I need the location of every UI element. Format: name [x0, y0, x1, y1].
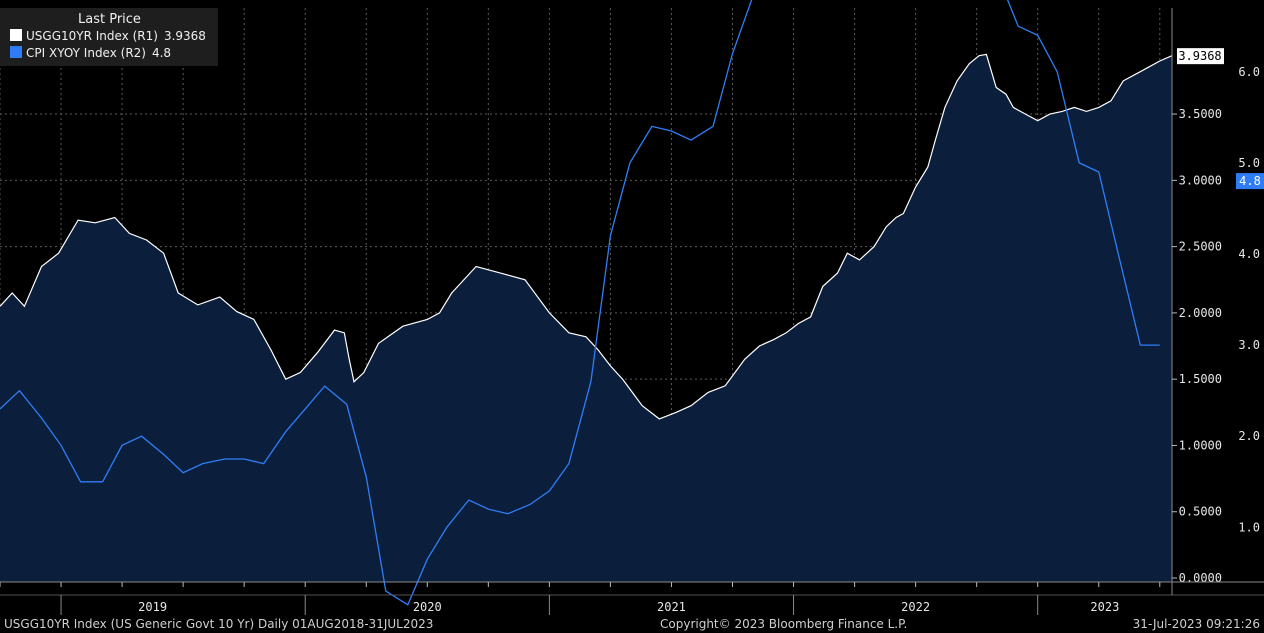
r1-last-price-label: 3.9368 [1178, 49, 1221, 63]
r2-tick-label: 5.0 [1238, 156, 1260, 170]
footer-copyright: Copyright© 2023 Bloomberg Finance L.P. [660, 617, 908, 631]
footer-security-description: USGG10YR Index (US Generic Govt 10 Yr) D… [4, 617, 434, 631]
r2-tick-label: 6.0 [1238, 65, 1260, 79]
r2-tick-label: 4.0 [1238, 247, 1260, 261]
footer-timestamp: 31-Jul-2023 09:21:26 [1132, 617, 1260, 631]
legend-entry-cpi[interactable]: CPI XYOY Index (R2) 4.8 [10, 46, 171, 60]
legend-entry-usgg10yr[interactable]: USGG10YR Index (R1) 3.9368 [10, 29, 206, 43]
yield-line-usgg10yr [0, 53, 1173, 420]
x-year-label: 2023 [1090, 600, 1119, 614]
x-year-label: 2021 [657, 600, 686, 614]
cpi-line-xyoy [0, 0, 1160, 606]
r1-last-price-badge [1177, 48, 1224, 65]
legend-label: USGG10YR Index (R1) [26, 29, 158, 43]
r1-tick-label: 0.5000 [1179, 505, 1222, 519]
r1-tick-label: 1.0000 [1179, 438, 1222, 452]
x-year-label: 2019 [138, 600, 167, 614]
legend-value: 3.9368 [163, 29, 206, 43]
r2-tick-label: 3.0 [1238, 338, 1260, 352]
r2-last-price-label: 4.8 [1239, 174, 1261, 188]
r1-tick-label: 3.0000 [1179, 173, 1222, 187]
r2-tick-label: 1.0 [1238, 520, 1260, 534]
legend-swatch-white [10, 29, 22, 41]
r1-tick-label: 1.5000 [1179, 372, 1222, 386]
r2-tick-label: 2.0 [1238, 429, 1260, 443]
legend-title: Last Price [78, 12, 141, 27]
x-year-label: 2022 [901, 600, 930, 614]
r2-last-price-badge [1236, 173, 1264, 190]
r1-tick-label: 3.5000 [1179, 107, 1222, 121]
legend-value: 4.8 [151, 46, 172, 60]
x-year-label: 2020 [413, 600, 442, 614]
r1-tick-label: 2.0000 [1179, 306, 1222, 320]
r1-tick-label: 2.5000 [1179, 240, 1222, 254]
yield-area-fill [0, 54, 1172, 582]
legend-swatch-blue [10, 46, 22, 58]
legend-label: CPI XYOY Index (R2) [26, 46, 146, 60]
chart-legend: Last Price USGG10YR Index (R1) 3.9368 CPI… [0, 8, 218, 66]
r1-tick-label: 0.0000 [1179, 571, 1222, 585]
